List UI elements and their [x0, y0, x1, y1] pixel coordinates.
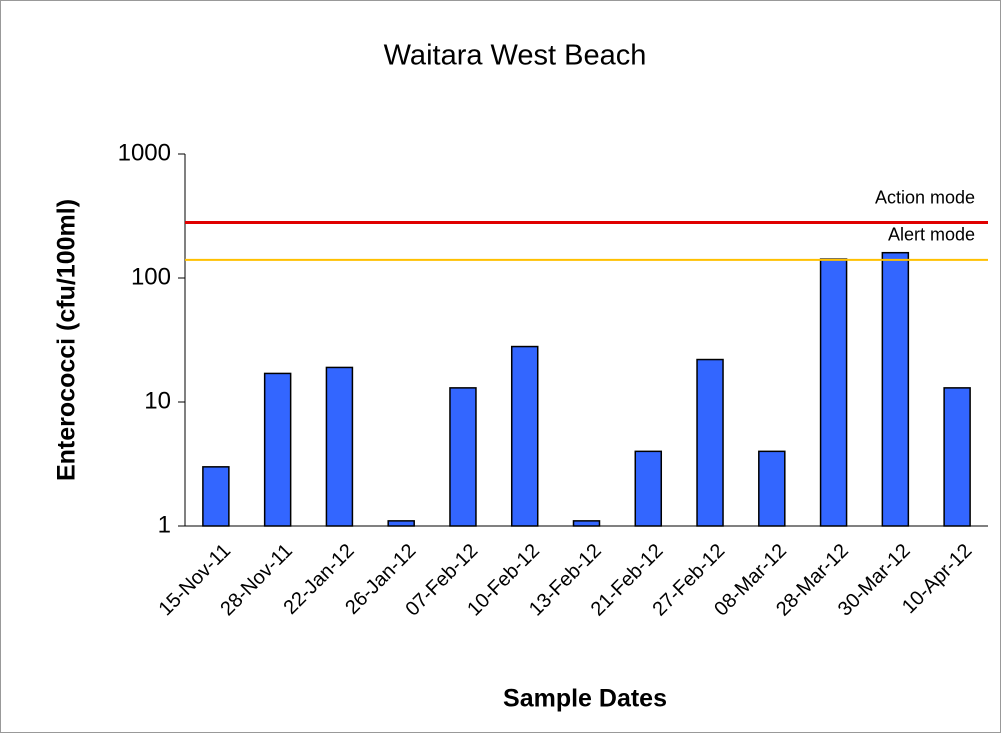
bar [881, 251, 910, 527]
bar [819, 258, 848, 527]
bar [943, 387, 971, 527]
bar [202, 466, 230, 527]
chart-title: Waitara West Beach [384, 40, 647, 72]
y-tick-label: 10 [144, 387, 171, 414]
y-axis-label: Enterococci (cfu/100ml) [53, 199, 81, 481]
bar [758, 450, 786, 527]
y-tick-label: 1000 [118, 139, 171, 166]
y-tick-label: 100 [131, 263, 171, 290]
bar [696, 358, 724, 527]
x-axis-label: Sample Dates [503, 685, 667, 713]
bar [325, 366, 354, 527]
bar [572, 520, 601, 527]
reference-label: Action mode [875, 187, 975, 207]
bar [510, 345, 539, 527]
bar [634, 450, 663, 527]
bar [263, 372, 292, 527]
y-tick-label: 1 [158, 511, 171, 538]
bar [387, 520, 415, 527]
bar [449, 387, 477, 527]
reference-label: Alert mode [888, 225, 975, 245]
